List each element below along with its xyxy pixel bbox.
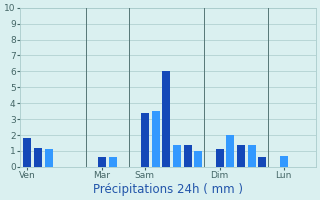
- Bar: [23, 138, 31, 167]
- Bar: [162, 71, 170, 167]
- Bar: [184, 145, 192, 167]
- Bar: [45, 149, 53, 167]
- Bar: [141, 113, 149, 167]
- Bar: [109, 157, 117, 167]
- Bar: [98, 157, 106, 167]
- Bar: [226, 135, 234, 167]
- Bar: [216, 149, 224, 167]
- Bar: [34, 148, 42, 167]
- Bar: [258, 157, 267, 167]
- Bar: [152, 111, 160, 167]
- Bar: [280, 156, 288, 167]
- Bar: [194, 151, 202, 167]
- Bar: [237, 145, 245, 167]
- X-axis label: Précipitations 24h ( mm ): Précipitations 24h ( mm ): [93, 183, 243, 196]
- Bar: [173, 145, 181, 167]
- Bar: [248, 145, 256, 167]
